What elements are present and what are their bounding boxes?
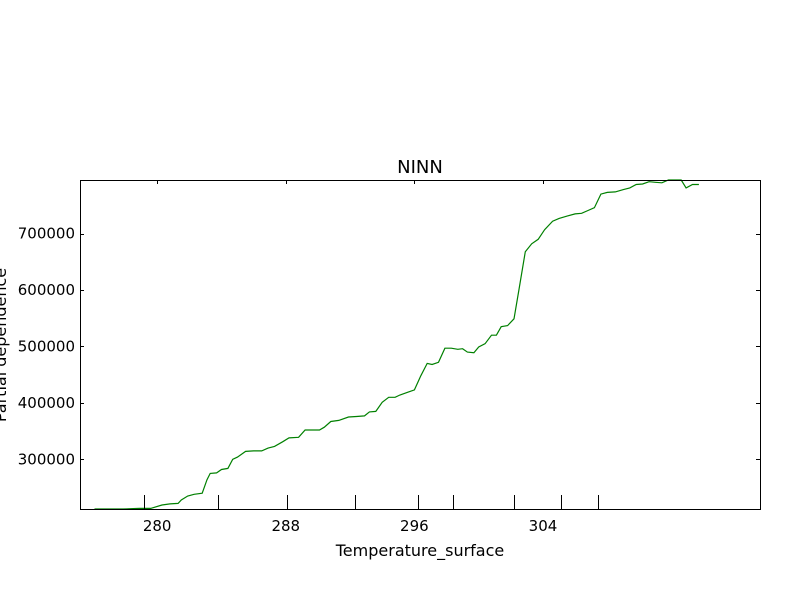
- plot-area: [94, 179, 699, 510]
- chart-title: NINN: [397, 157, 443, 178]
- y-axis-label: Partial dependence: [0, 268, 10, 422]
- x-axis-label: Temperature_surface: [335, 541, 504, 561]
- x-axis: 280 288 296 304: [143, 180, 557, 535]
- x-tick-label: 280: [143, 517, 172, 535]
- x-tick-label: 288: [271, 517, 300, 535]
- y-axis: 300000 400000 500000 600000 700000: [18, 225, 760, 468]
- plot-frame: [80, 180, 761, 510]
- y-tick-label: 700000: [18, 225, 75, 243]
- y-tick-label: 600000: [18, 281, 75, 299]
- x-tick-label: 304: [529, 517, 558, 535]
- y-tick-label: 400000: [18, 394, 75, 412]
- x-tick-label: 296: [400, 517, 429, 535]
- y-tick-label: 300000: [18, 450, 75, 468]
- series-line: [94, 179, 699, 510]
- y-tick-label: 500000: [18, 337, 75, 355]
